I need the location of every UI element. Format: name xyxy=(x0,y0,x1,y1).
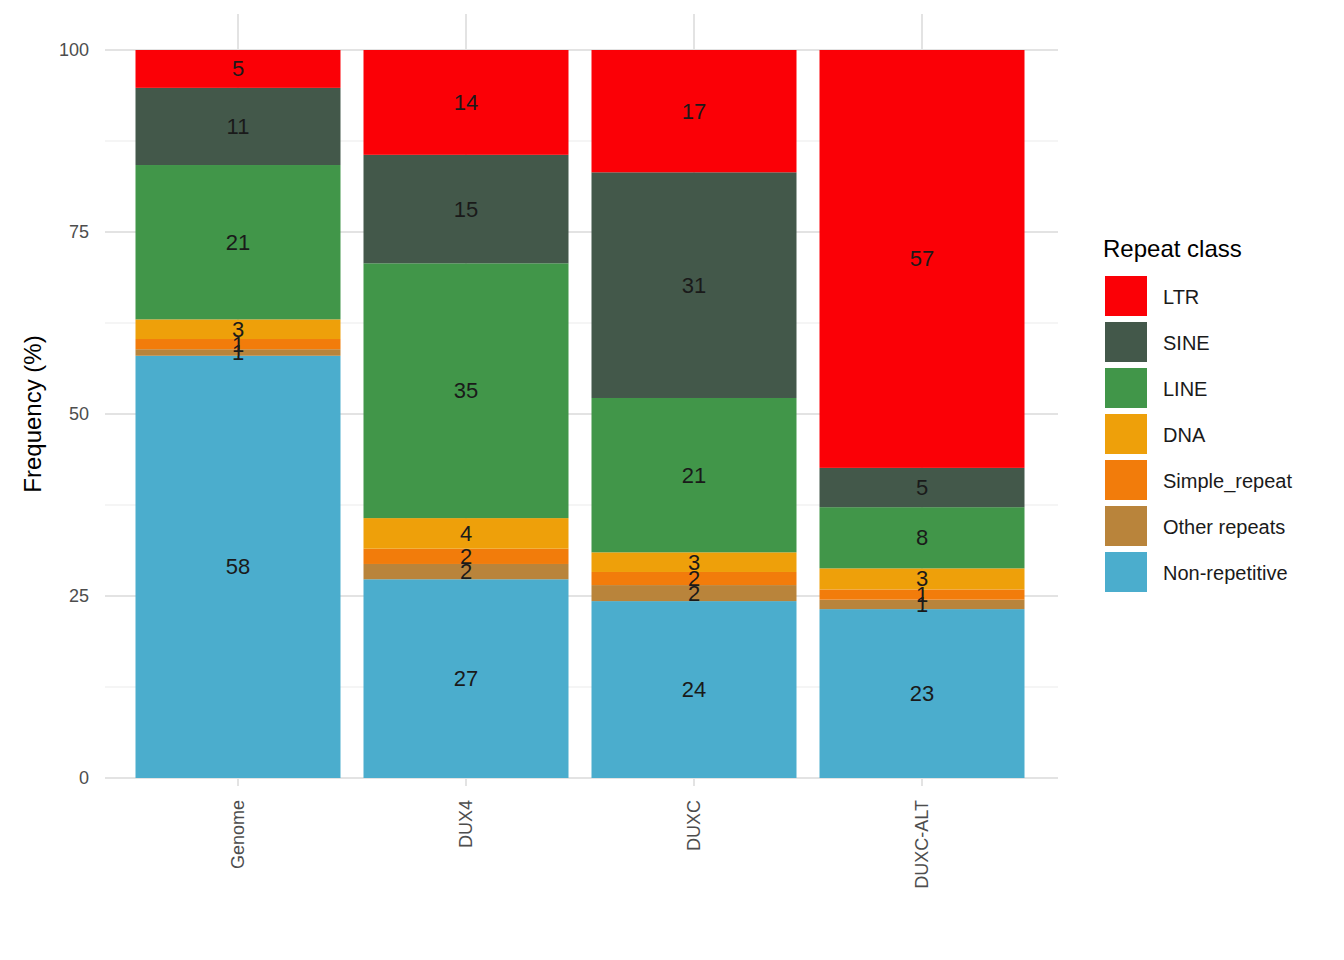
bar-segment xyxy=(136,50,341,88)
x-tick-label: Genome xyxy=(228,800,248,869)
legend: Repeat class LTR SINE LINE DNA Simple_repeat O… xyxy=(1103,235,1292,593)
legend-label: SINE xyxy=(1163,332,1210,354)
grid xyxy=(105,14,1058,786)
bar-segment xyxy=(136,356,341,778)
data-label: 14 xyxy=(454,90,478,115)
legend-label: Simple_repeat xyxy=(1163,470,1292,493)
legend-label: LINE xyxy=(1163,378,1207,400)
bar-segment xyxy=(820,507,1025,568)
data-labels: 5811321115272243515142422321311723113855… xyxy=(226,56,934,706)
y-tick-label: 75 xyxy=(69,222,89,242)
bars xyxy=(136,50,1025,778)
legend-key xyxy=(1105,552,1147,592)
bar-segment xyxy=(364,579,569,778)
data-label: 5 xyxy=(916,475,928,500)
legend-key xyxy=(1105,460,1147,500)
legend-label: DNA xyxy=(1163,424,1206,446)
data-label: 4 xyxy=(460,521,472,546)
data-label: 35 xyxy=(454,378,478,403)
data-label: 2 xyxy=(460,544,472,569)
data-label: 27 xyxy=(454,666,478,691)
bar-segment xyxy=(592,398,797,552)
x-tick-label: DUXC-ALT xyxy=(912,800,932,889)
bar-segment xyxy=(364,50,569,155)
data-label: 3 xyxy=(916,566,928,591)
y-tick-label: 0 xyxy=(79,768,89,788)
data-label: 58 xyxy=(226,554,250,579)
data-label: 23 xyxy=(910,681,934,706)
data-label: 21 xyxy=(682,463,706,488)
legend-key xyxy=(1105,322,1147,362)
legend-key xyxy=(1105,414,1147,454)
y-tick-label: 25 xyxy=(69,586,89,606)
data-label: 21 xyxy=(226,230,250,255)
chart: 5811321115272243515142422321311723113855… xyxy=(0,0,1344,960)
data-label: 3 xyxy=(688,550,700,575)
legend-label: LTR xyxy=(1163,286,1199,308)
bar-segment xyxy=(136,165,341,319)
data-label: 11 xyxy=(227,114,250,139)
x-tick-label: DUXC xyxy=(684,800,704,851)
data-label: 57 xyxy=(910,246,934,271)
legend-key xyxy=(1105,368,1147,408)
data-label: 3 xyxy=(232,317,244,342)
legend-key xyxy=(1105,276,1147,316)
y-tick-label: 50 xyxy=(69,404,89,424)
legend-title: Repeat class xyxy=(1103,235,1242,262)
bar-segment xyxy=(592,601,797,778)
data-label: 8 xyxy=(916,525,928,550)
data-label: 31 xyxy=(682,273,706,298)
y-axis-title: Frequency (%) xyxy=(19,335,46,492)
axes: 0255075100GenomeDUX4DUXCDUXC-ALTFrequenc… xyxy=(19,40,933,889)
legend-label: Non-repetitive xyxy=(1163,562,1288,584)
bar-segment xyxy=(820,468,1025,507)
bar-segment xyxy=(592,50,797,172)
data-label: 15 xyxy=(454,197,478,222)
data-label: 5 xyxy=(232,56,244,81)
y-tick-label: 100 xyxy=(59,40,89,60)
bar-segment xyxy=(364,155,569,263)
bar-segment xyxy=(820,50,1025,468)
data-label: 17 xyxy=(682,99,706,124)
x-tick-label: DUX4 xyxy=(456,800,476,848)
bar-segment xyxy=(592,172,797,398)
bar-segment xyxy=(364,518,569,549)
bar-segment xyxy=(364,263,569,518)
data-label: 24 xyxy=(682,677,706,702)
bar-segment xyxy=(820,609,1025,778)
legend-key xyxy=(1105,506,1147,546)
legend-label: Other repeats xyxy=(1163,516,1285,538)
bar-segment xyxy=(136,88,341,165)
